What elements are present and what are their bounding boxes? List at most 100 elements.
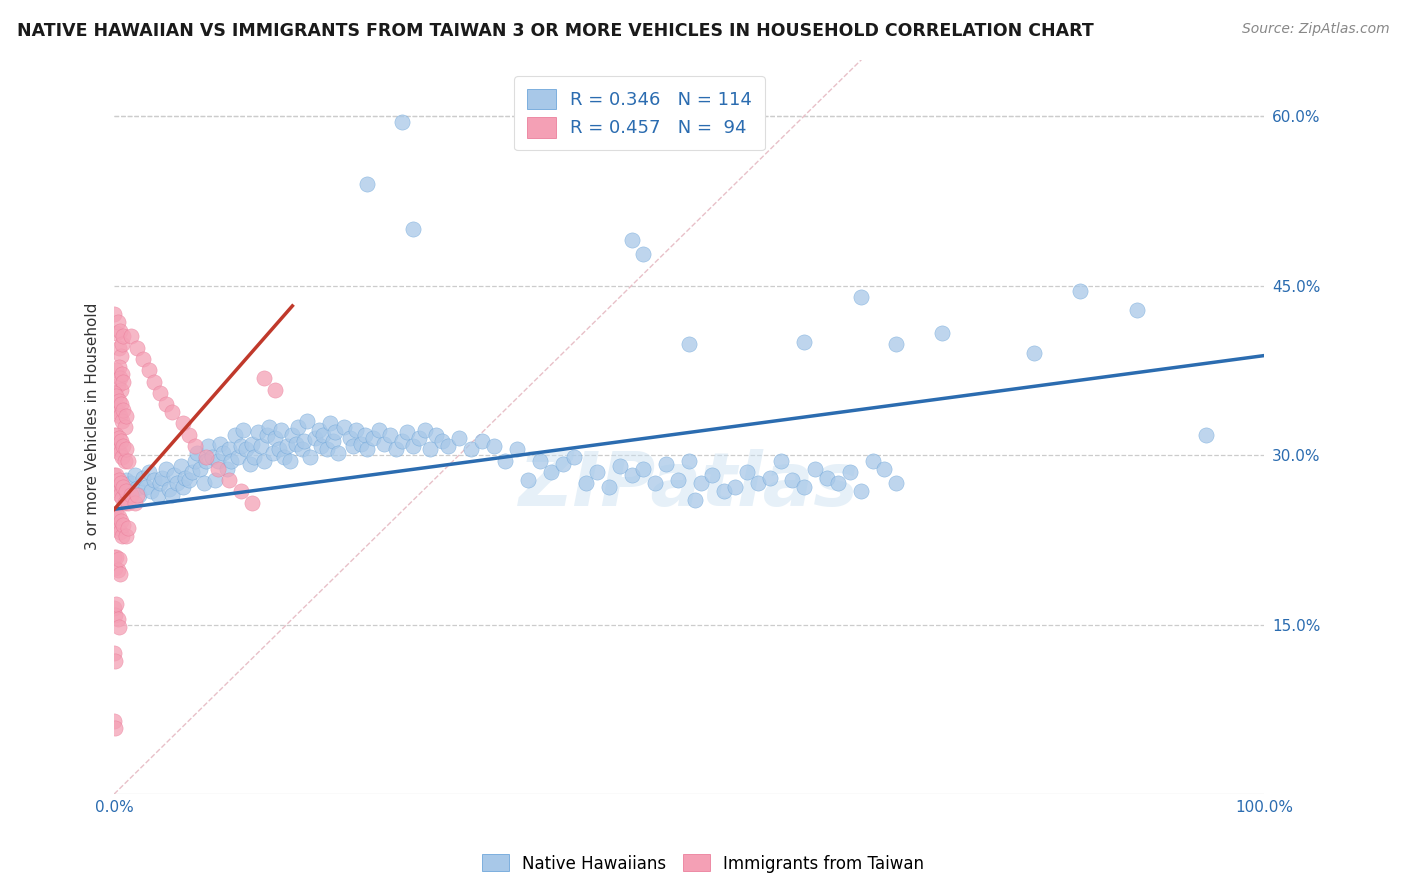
Point [107,393,129,408]
Point [620,233,643,247]
Point [229,484,252,499]
Point [884,337,907,351]
Point [112,518,135,533]
Point [149,476,172,491]
Point [114,453,136,467]
Point [120,329,142,343]
Point [460,442,482,457]
Point [839,465,862,479]
Point [396,425,419,440]
Point [111,529,134,543]
Point [107,315,129,329]
Point [264,431,287,445]
Point [851,484,873,499]
Point [103,646,125,660]
Point [312,427,335,442]
Point [111,367,134,381]
Point [678,453,700,467]
Point [815,470,838,484]
Point [228,450,250,465]
Point [114,419,136,434]
Point [114,529,136,543]
Point [160,487,183,501]
Point [103,600,125,615]
Point [170,459,193,474]
Point [724,480,747,494]
Point [235,442,257,457]
Point [104,401,127,415]
Point [551,457,574,471]
Point [105,326,128,340]
Point [105,549,128,564]
Point [207,461,229,475]
Point [574,476,596,491]
Point [562,450,585,465]
Point [107,378,129,392]
Text: ZIPatlas: ZIPatlas [519,449,859,522]
Point [356,177,378,191]
Point [262,446,284,460]
Point [108,371,131,385]
Point [240,495,263,509]
Point [110,397,132,411]
Point [155,461,177,475]
Point [253,371,276,385]
Point [108,482,131,496]
Point [107,563,129,577]
Point [107,612,129,626]
Y-axis label: 3 or more Vehicles in Household: 3 or more Vehicles in Household [86,303,100,550]
Point [250,439,273,453]
Point [598,480,620,494]
Point [127,487,149,501]
Point [436,439,458,453]
Point [107,431,129,445]
Point [309,439,332,453]
Point [110,476,132,491]
Point [193,476,215,491]
Point [328,446,350,460]
Point [108,446,131,460]
Point [735,465,758,479]
Point [120,476,142,491]
Point [276,439,298,453]
Point [138,363,160,377]
Point [114,442,136,457]
Point [103,427,125,442]
Point [177,473,200,487]
Point [644,476,666,491]
Point [132,351,155,366]
Point [385,442,408,457]
Point [139,484,162,499]
Point [678,337,700,351]
Point [163,468,186,483]
Point [132,470,155,484]
Point [112,402,135,417]
Point [105,427,128,442]
Point [342,439,364,453]
Point [281,427,304,442]
Point [135,480,157,494]
Point [292,434,315,449]
Point [769,453,792,467]
Point [1069,284,1091,298]
Point [1022,346,1045,360]
Point [107,442,129,457]
Point [273,450,295,465]
Point [124,468,146,483]
Point [117,521,139,535]
Point [138,465,160,479]
Point [103,468,125,483]
Point [430,434,453,449]
Point [353,427,375,442]
Point [425,427,447,442]
Point [103,549,125,564]
Point [323,425,346,440]
Point [1126,303,1149,318]
Point [120,487,142,501]
Point [114,409,136,423]
Point [152,470,174,484]
Point [105,363,128,377]
Point [111,337,134,351]
Point [112,439,135,453]
Point [172,417,194,431]
